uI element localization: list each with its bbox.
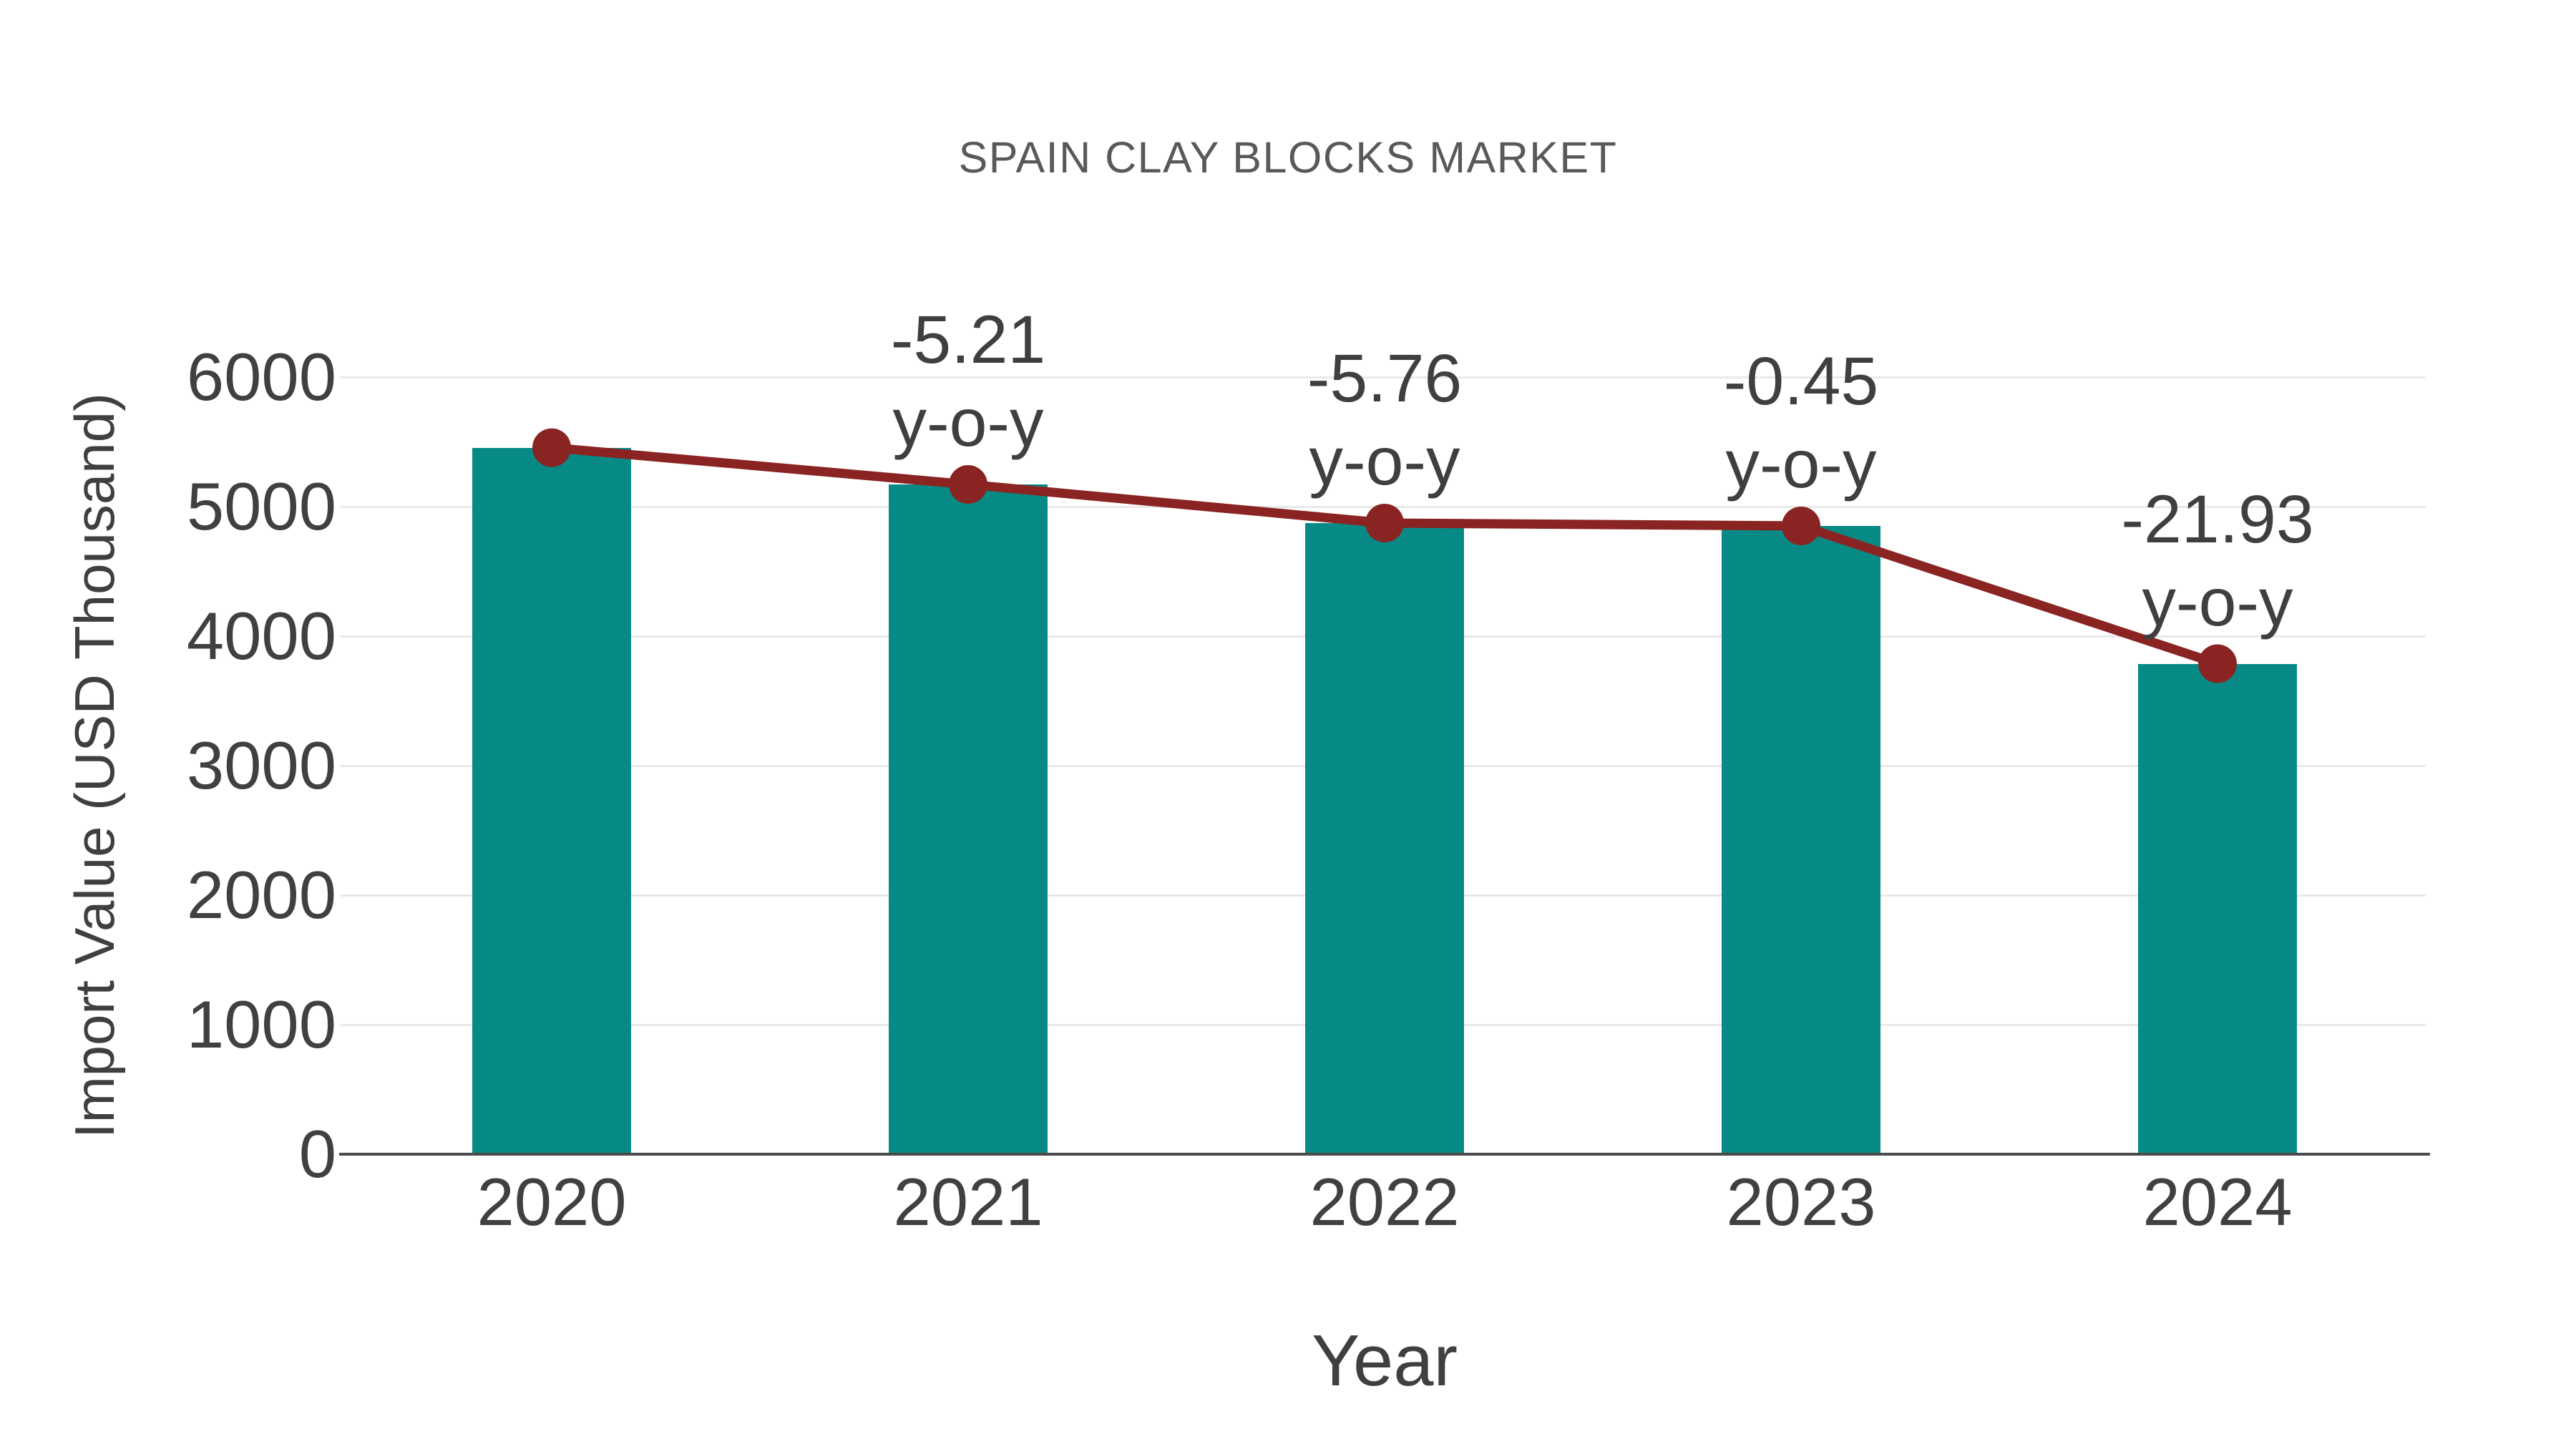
bar-2021 — [889, 484, 1048, 1154]
yoy-annotation-2024: -21.93 y-o-y — [1967, 478, 2468, 644]
yoy-value-label: -5.76 — [1307, 340, 1463, 416]
y-tick-label: 1000 — [186, 987, 336, 1062]
yoy-suffix-label: y-o-y — [892, 385, 1044, 462]
y-tick-label: 2000 — [186, 857, 336, 932]
yoy-annotation-2021: -5.21 y-o-y — [718, 298, 1219, 464]
trend-marker-2024 — [2198, 644, 2237, 683]
y-tick-label: 5000 — [186, 469, 336, 544]
trend-marker-2022 — [1365, 503, 1404, 542]
yoy-suffix-label: y-o-y — [2142, 564, 2293, 640]
yoy-value-label: -21.93 — [2121, 481, 2314, 557]
x-tick-label: 2022 — [1309, 1164, 1460, 1239]
trend-marker-2023 — [1782, 506, 1820, 545]
trend-marker-2020 — [532, 428, 571, 467]
yoy-value-label: -0.45 — [1723, 343, 1879, 419]
y-tick-label: 6000 — [186, 339, 336, 414]
x-tick-label: 2020 — [477, 1164, 627, 1239]
x-tick-label: 2021 — [893, 1164, 1043, 1239]
x-tick-label: 2023 — [1726, 1164, 1876, 1239]
yoy-annotation-2023: -0.45 y-o-y — [1551, 340, 2051, 506]
bar-2024 — [2138, 663, 2297, 1154]
x-axis-line — [339, 1153, 2430, 1156]
bar-2020 — [472, 447, 631, 1154]
yoy-value-label: -5.21 — [890, 302, 1046, 379]
trend-marker-2021 — [949, 465, 987, 504]
x-axis-title: Year — [1311, 1321, 1458, 1401]
chart-title: SPAIN CLAY BLOCKS MARKET — [958, 133, 1618, 182]
y-tick-label: 0 — [298, 1116, 336, 1191]
x-tick-label: 2024 — [2142, 1164, 2293, 1239]
bar-2023 — [1722, 525, 1880, 1154]
gridline — [341, 376, 2426, 379]
yoy-annotation-2022: -5.76 y-o-y — [1134, 337, 1635, 503]
y-tick-label: 3000 — [186, 728, 336, 803]
bar-2022 — [1305, 522, 1464, 1154]
yoy-suffix-label: y-o-y — [1309, 423, 1460, 499]
y-tick-label: 4000 — [186, 598, 336, 673]
yoy-suffix-label: y-o-y — [1725, 426, 1877, 502]
